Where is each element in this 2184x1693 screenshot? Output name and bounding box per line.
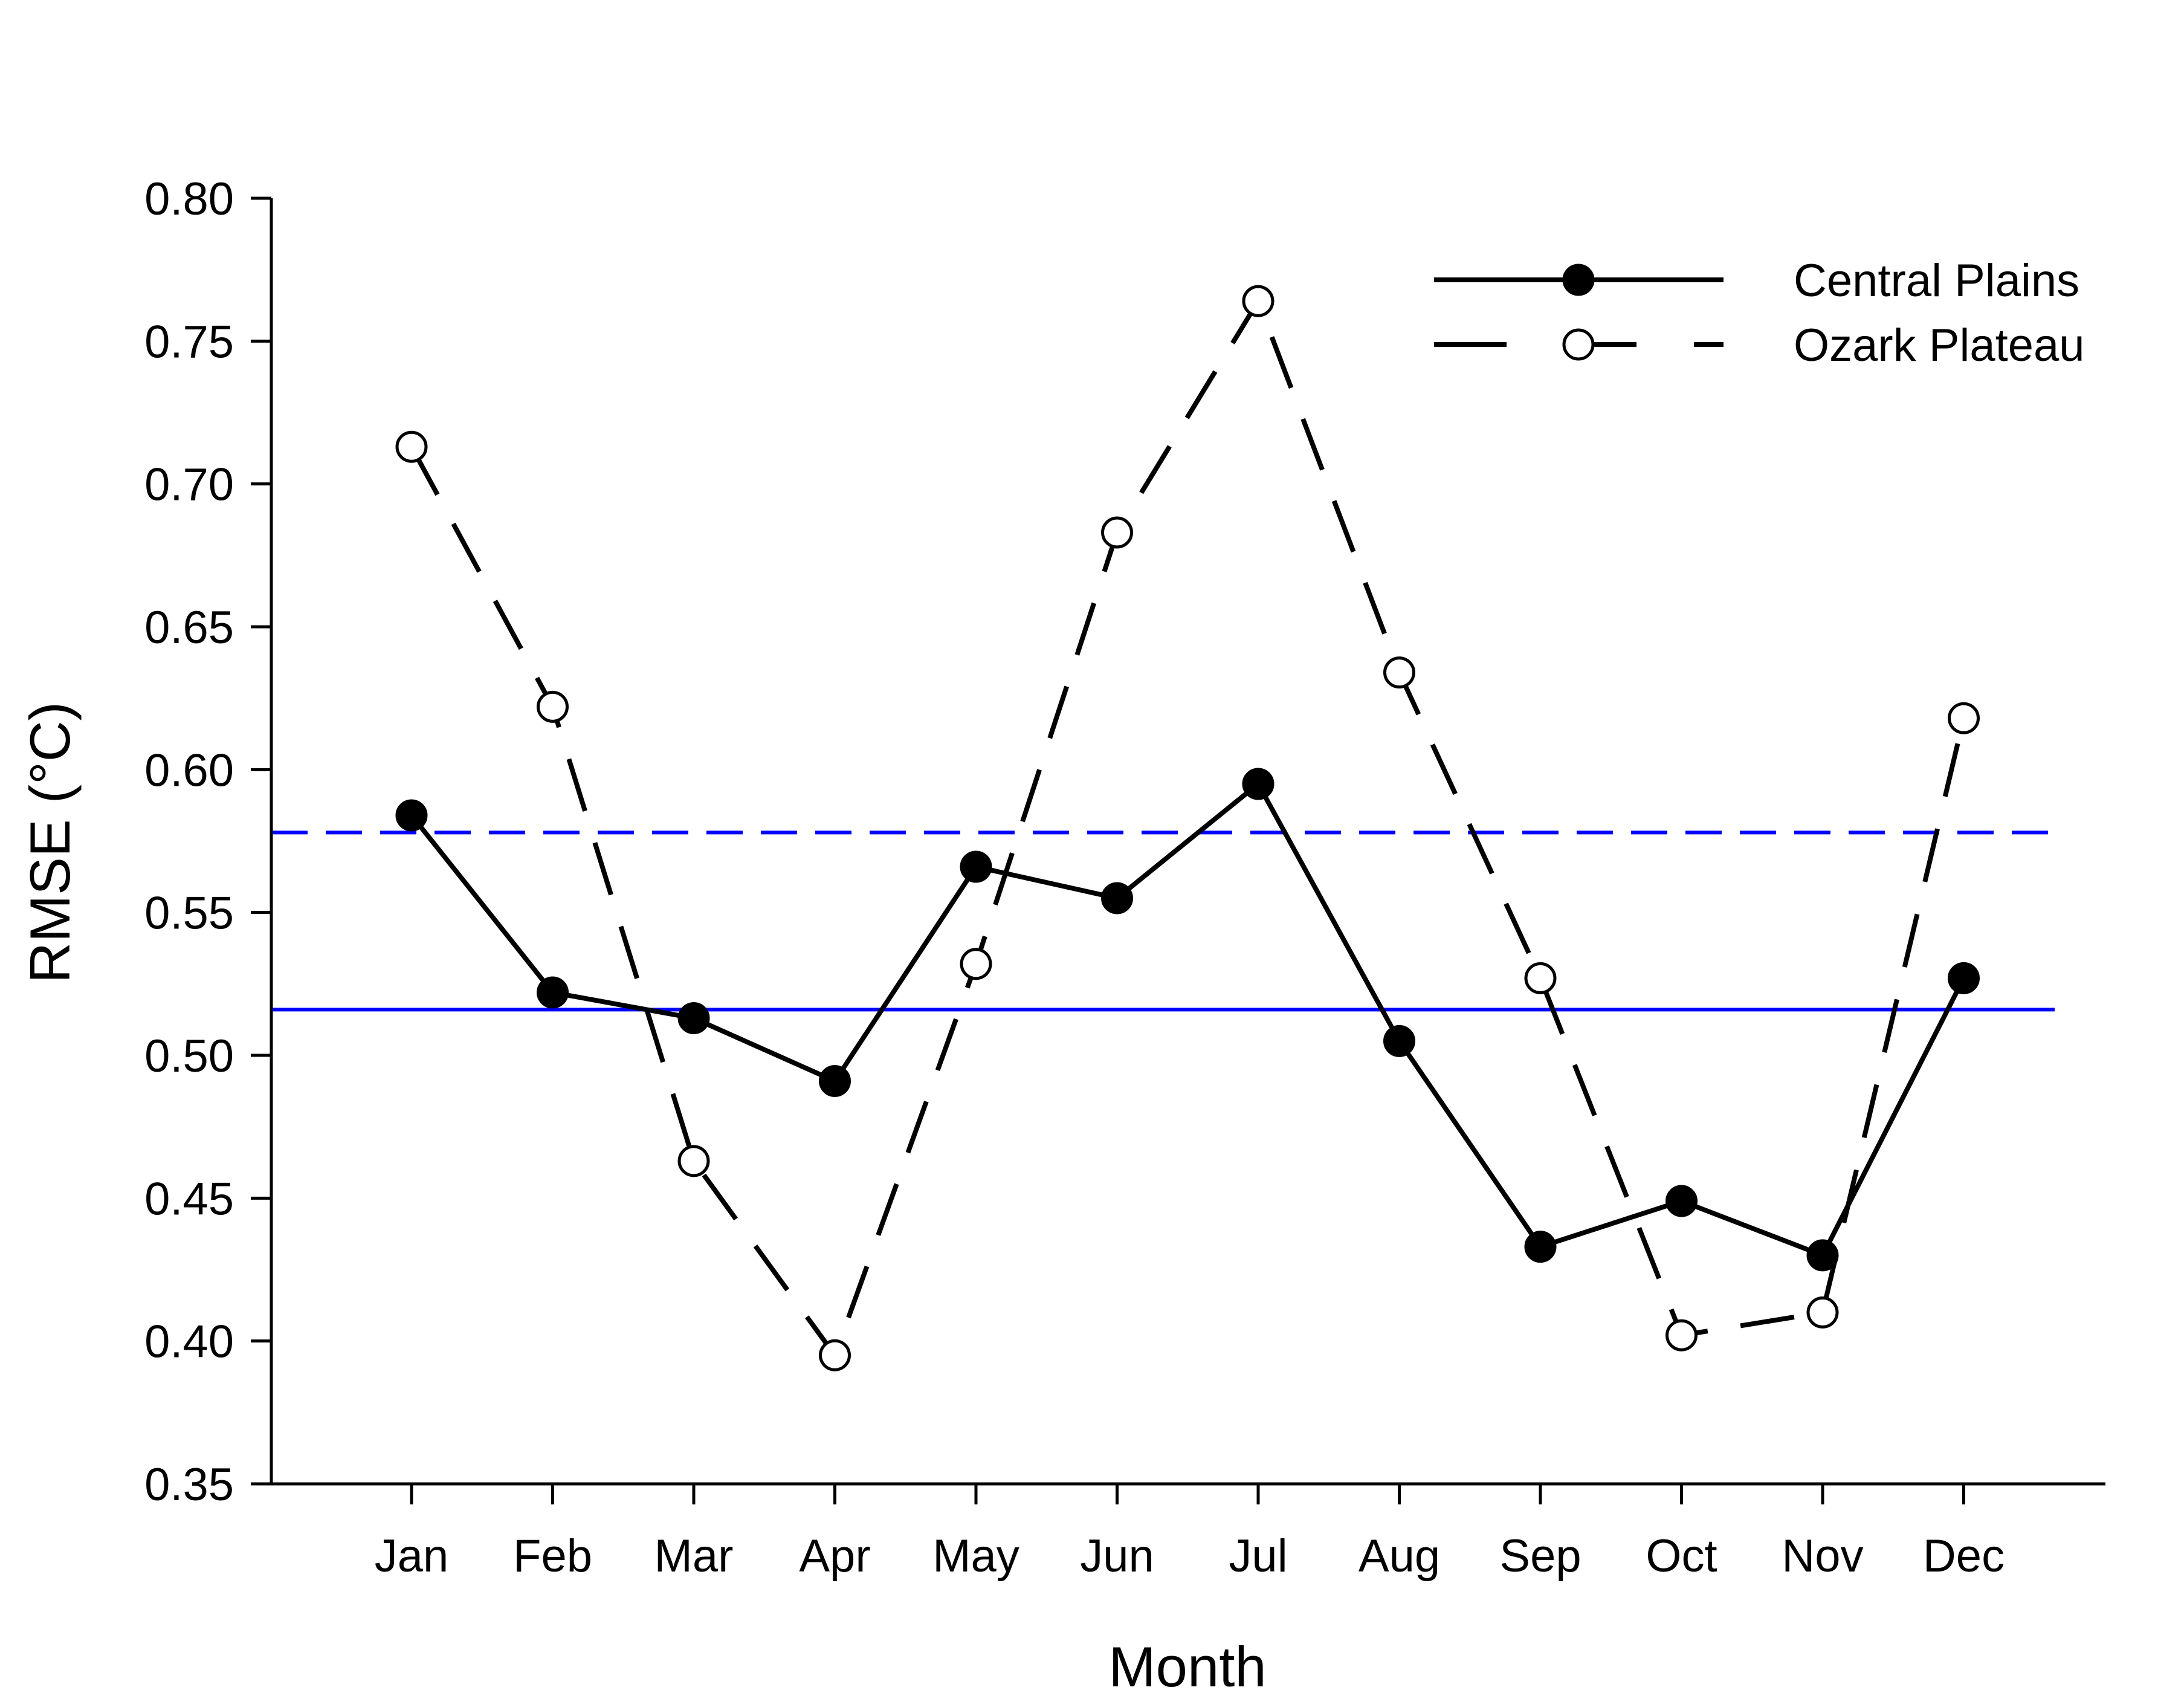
legend-label-central-plains: Central Plains <box>1794 255 2079 306</box>
legend-label-ozark-plateau: Ozark Plateau <box>1794 320 2085 371</box>
series-line-central-plains <box>409 781 1966 1258</box>
series-line-ozark-plateau <box>409 299 1966 1358</box>
x-tick-label-jul: Jul <box>1229 1530 1287 1582</box>
y-tick-label-0.50: 0.50 <box>144 1031 234 1082</box>
point-ozark-plateau-mar <box>677 1145 710 1177</box>
x-tick-label-sep: Sep <box>1499 1530 1581 1582</box>
point-central-plains-feb <box>537 976 569 1009</box>
point-ozark-plateau-jul <box>1242 285 1275 317</box>
point-central-plains-nov <box>1806 1239 1839 1272</box>
series-layer <box>395 285 1980 1371</box>
x-tick-label-jun: Jun <box>1080 1530 1154 1582</box>
point-ozark-plateau-may <box>960 948 992 980</box>
point-ozark-plateau-dec <box>1948 702 1980 734</box>
x-tick-label-aug: Aug <box>1359 1530 1440 1582</box>
point-central-plains-jun <box>1101 882 1133 914</box>
point-ozark-plateau-oct <box>1665 1319 1698 1351</box>
point-ozark-plateau-aug <box>1383 656 1415 689</box>
point-central-plains-jan <box>395 799 428 832</box>
x-tick-label-feb: Feb <box>513 1530 592 1582</box>
y-axis-title: RMSE (°C) <box>18 702 82 983</box>
point-ozark-plateau-apr <box>819 1339 851 1371</box>
x-tick-label-mar: Mar <box>654 1530 734 1582</box>
x-tick-label-apr: Apr <box>799 1530 870 1582</box>
y-tick-label-0.60: 0.60 <box>144 745 234 796</box>
y-tick-label-0.65: 0.65 <box>144 602 234 653</box>
point-central-plains-jul <box>1242 768 1275 800</box>
point-ozark-plateau-feb <box>537 690 569 723</box>
x-tick-label-oct: Oct <box>1646 1530 1717 1582</box>
point-central-plains-aug <box>1383 1025 1415 1057</box>
x-tick-label-dec: Dec <box>1923 1530 2005 1582</box>
point-central-plains-mar <box>677 1002 710 1035</box>
point-ozark-plateau-sep <box>1524 962 1557 994</box>
point-central-plains-apr <box>819 1065 851 1098</box>
y-tick-label-0.55: 0.55 <box>144 888 234 939</box>
legend: Central Plains Ozark Plateau <box>1434 255 2085 371</box>
x-tick-label-jan: Jan <box>375 1530 449 1582</box>
point-ozark-plateau-jan <box>395 430 428 463</box>
point-central-plains-sep <box>1524 1231 1557 1263</box>
y-tick-label-0.45: 0.45 <box>144 1173 234 1225</box>
y-tick-label-0.80: 0.80 <box>144 173 234 225</box>
x-tick-label-may: May <box>932 1530 1019 1582</box>
reference-lines <box>271 830 2055 1012</box>
point-ozark-plateau-nov <box>1806 1296 1839 1329</box>
point-central-plains-dec <box>1948 962 1980 994</box>
x-tick-label-nov: Nov <box>1782 1530 1863 1582</box>
point-ozark-plateau-jun <box>1101 516 1133 549</box>
legend-marker-ozark-plateau <box>1562 328 1595 361</box>
y-tick-label-0.70: 0.70 <box>144 459 234 511</box>
point-central-plains-may <box>960 850 992 883</box>
legend-marker-central-plains <box>1562 264 1595 296</box>
y-tick-label-0.40: 0.40 <box>144 1316 234 1368</box>
point-central-plains-oct <box>1665 1185 1698 1217</box>
y-tick-label-0.75: 0.75 <box>144 316 234 367</box>
axes: 0.35 0.40 0.45 0.50 0.55 0.60 0.65 0.70 0.75 0.80… <box>144 173 2105 1582</box>
y-tick-label-0.35: 0.35 <box>144 1459 234 1510</box>
x-axis-title: Month <box>1108 1635 1266 1693</box>
